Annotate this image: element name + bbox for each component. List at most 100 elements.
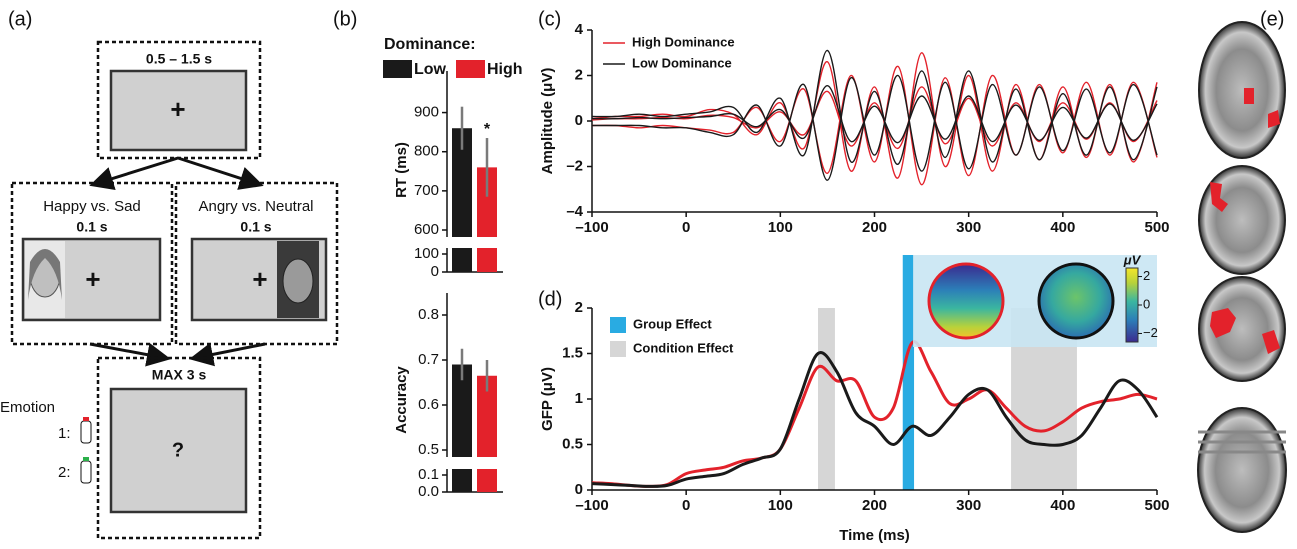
key-label: 1:: [58, 425, 71, 442]
line: [591, 86, 1158, 150]
legend-swatch: [610, 317, 626, 333]
y-tick-label: 100: [414, 245, 439, 262]
key-label: 2:: [58, 464, 71, 481]
colorbar-tick-label: 2: [1143, 268, 1150, 283]
legend-label: Condition Effect: [633, 340, 734, 355]
stage-box: [174, 181, 339, 346]
significance-marker: *: [484, 121, 491, 138]
bar: [452, 364, 472, 457]
line: [591, 49, 1158, 165]
y-tick-label: 900: [414, 104, 439, 121]
y-tick-label: 0.7: [418, 351, 439, 368]
legend-label: High: [487, 61, 523, 78]
arrow: [177, 156, 264, 190]
y-axis-label: RT (ms): [393, 142, 410, 198]
legend-swatch: [610, 341, 626, 357]
y-axis-label: Amplitude (μV): [539, 68, 556, 175]
button-tip: [83, 457, 89, 461]
activation: [1210, 182, 1228, 212]
activation: [1268, 110, 1280, 128]
button: [80, 460, 92, 484]
hair: [28, 249, 62, 300]
colorbar-unit: μV: [1123, 252, 1142, 267]
legend-swatch: [383, 60, 412, 78]
y-tick-label: 1.5: [562, 344, 583, 361]
stage-duration: 0.1 s: [76, 219, 107, 235]
button: [80, 420, 92, 444]
activation: [1244, 88, 1254, 104]
y-axis-label: GFP (μV): [539, 367, 556, 431]
x-tick-label: 400: [1050, 219, 1075, 236]
legend-title: Dominance:: [384, 36, 476, 53]
trial-diagram: 0.5 – 1.5 s + Happy vs. Sad 0.1 s + Angr…: [0, 40, 339, 540]
panel-label: (e): [1260, 8, 1284, 30]
y-tick-label: 0: [431, 263, 439, 280]
y-tick-label: 0.0: [418, 483, 439, 500]
x-tick-label: –100: [575, 219, 608, 236]
line: [591, 52, 1158, 179]
y-tick-label: –4: [566, 203, 583, 220]
face: [282, 258, 314, 304]
legend-swatch: [456, 60, 485, 78]
stage-duration: MAX 3 s: [152, 367, 207, 383]
x-tick-label: 100: [768, 219, 793, 236]
topomap: [1037, 262, 1115, 340]
x-tick-label: 0: [682, 219, 690, 236]
fixation-cross: +: [170, 94, 185, 124]
arrow: [89, 342, 171, 367]
y-tick-label: 0: [575, 481, 583, 498]
colorbar-tick-label: 0: [1143, 296, 1150, 311]
colorbar: [1125, 267, 1139, 343]
activation: [1262, 330, 1280, 354]
x-tick-label: 200: [862, 219, 887, 236]
legend-label: High Dominance: [632, 34, 735, 49]
x-tick-label: 0: [682, 497, 690, 514]
colorbar-tick-label: −2: [1143, 325, 1158, 340]
y-tick-label: 0.6: [418, 396, 439, 413]
x-tick-label: 100: [768, 497, 793, 514]
legend-label: Group Effect: [633, 316, 712, 331]
fixation-cross: +: [85, 264, 100, 294]
x-tick-label: –100: [575, 497, 608, 514]
arrow: [89, 156, 179, 191]
task-label: Angry vs. Neutral: [198, 198, 313, 215]
button-tip: [83, 417, 89, 421]
line: [591, 351, 1159, 488]
y-tick-label: 2: [575, 66, 583, 83]
bar: [477, 375, 497, 457]
y-tick-label: 0.5: [418, 441, 439, 458]
screen: [109, 387, 248, 514]
line: [591, 84, 1158, 144]
panel-label: (c): [538, 8, 561, 30]
fixation-cross: +: [252, 264, 267, 294]
y-tick-label: 0.1: [418, 466, 439, 483]
response-label: Emotion: [0, 399, 55, 416]
activation: [1210, 308, 1236, 338]
brain-slice: [1198, 276, 1286, 382]
y-tick-label: 700: [414, 182, 439, 199]
y-tick-label: 0.5: [562, 435, 583, 452]
y-axis-label: Accuracy: [393, 366, 410, 434]
arrow: [189, 342, 266, 367]
stage-box: [96, 356, 262, 540]
task-label: Happy vs. Sad: [43, 198, 141, 215]
x-tick-label: 300: [956, 219, 981, 236]
x-tick-label: 200: [862, 497, 887, 514]
effect-window: [818, 308, 835, 490]
y-tick-label: 2: [575, 299, 583, 316]
screen: [109, 69, 248, 152]
y-tick-label: 600: [414, 221, 439, 238]
x-tick-label: 400: [1050, 497, 1075, 514]
line: [591, 340, 1158, 488]
line: [591, 65, 1158, 186]
bar-base: [477, 469, 497, 492]
stage-duration: 0.1 s: [240, 219, 271, 235]
y-tick-label: 4: [575, 21, 584, 38]
brain-slice: [1197, 407, 1287, 533]
bar-base: [452, 248, 472, 272]
panel-label: (a): [8, 8, 32, 30]
brain-images: [1197, 21, 1287, 533]
y-tick-label: –2: [566, 157, 583, 174]
bar-base: [452, 469, 472, 492]
